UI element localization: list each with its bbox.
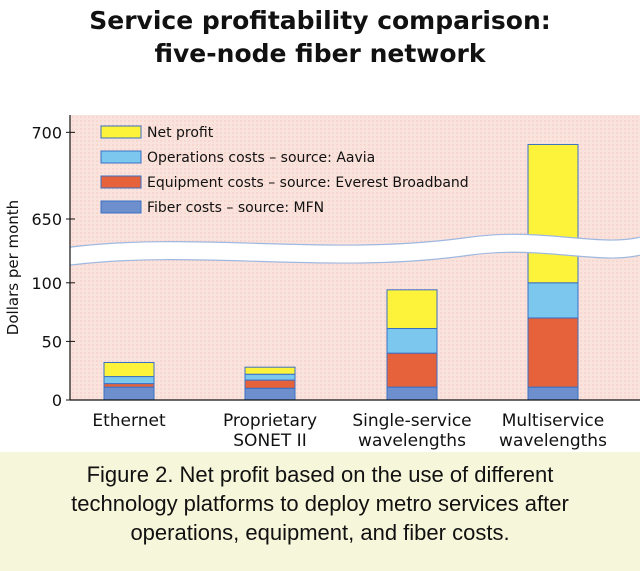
bar-segment: [386, 328, 438, 354]
bar-segment: [386, 386, 438, 401]
chart-title-line-1: Service profitability comparison:: [89, 6, 551, 35]
chart-title: Service profitability comparison: five-n…: [0, 4, 640, 70]
axis-break-band: [70, 234, 640, 266]
legend-label: Fiber costs – source: MFN: [147, 200, 324, 216]
bar-segment: [244, 366, 296, 375]
bar-segment: [527, 143, 579, 284]
x-tick-label: SONET II: [233, 431, 306, 451]
axis-break-line: [69, 251, 640, 266]
caption-line-2: technology platforms to deploy metro ser…: [71, 491, 569, 516]
x-tick-label: wavelengths: [358, 431, 466, 451]
axis-break-line: [69, 233, 640, 248]
y-tick-label: 700: [31, 123, 62, 142]
x-tick-label: wavelengths: [499, 431, 607, 451]
x-tick-label: Multiservice: [502, 411, 604, 431]
x-tick-label: Single-service: [352, 411, 471, 431]
bar-stack: [527, 143, 579, 401]
bar-segment: [103, 376, 155, 385]
bar-segment: [527, 282, 579, 319]
chart-title-line-2: five-node fiber network: [154, 39, 486, 68]
x-tick-label: Ethernet: [92, 411, 166, 431]
figure-caption: Figure 2. Net profit based on the use of…: [0, 452, 640, 571]
bar-segment: [244, 379, 296, 389]
bar-segment: [527, 317, 579, 388]
bar-segment: [386, 352, 438, 388]
bar-stack: [244, 366, 296, 401]
y-axis-label: Dollars per month: [4, 200, 22, 335]
bar-segment: [103, 386, 155, 401]
caption-line-3: operations, equipment, and fiber costs.: [130, 520, 510, 545]
bar-segment: [386, 289, 438, 330]
bar-chart: 0 50 100 650 700 Dollars per month Ethernet Pro…: [4, 115, 640, 451]
legend-label: Operations costs – source: Aavia: [147, 150, 375, 166]
y-tick-label: 50: [42, 332, 62, 351]
bar-segment: [103, 361, 155, 378]
legend-swatch: [100, 150, 142, 164]
y-tick-label: 0: [52, 391, 62, 410]
legend-swatch: [100, 175, 142, 189]
bar-stack: [386, 289, 438, 401]
y-tick-label: 100: [31, 274, 62, 293]
bar-segment: [244, 387, 296, 401]
y-tick-label: 650: [31, 210, 62, 229]
bar-segment: [244, 373, 296, 381]
bar-stack: [103, 361, 155, 401]
caption-line-1: Figure 2. Net profit based on the use of…: [86, 462, 554, 487]
bar-segment: [527, 386, 579, 401]
x-tick-label: Proprietary: [223, 411, 317, 431]
legend-label: Net profit: [147, 125, 214, 141]
legend-label: Equipment costs – source: Everest Broadb…: [147, 175, 469, 191]
legend-swatch: [100, 125, 142, 139]
bar-segment: [103, 383, 155, 388]
legend-swatch: [100, 200, 142, 214]
